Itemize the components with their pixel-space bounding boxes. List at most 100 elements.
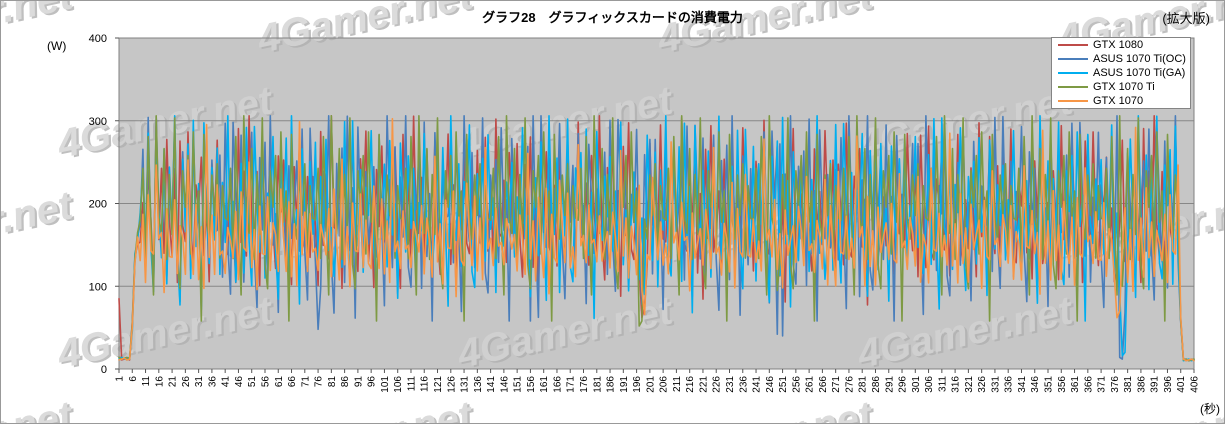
svg-text:4Gamer.net: 4Gamer.net: [1, 183, 78, 272]
svg-text:311: 311: [937, 376, 948, 392]
x-axis-unit: (秒): [1200, 402, 1220, 416]
svg-text:136: 136: [473, 376, 484, 393]
svg-text:266: 266: [818, 376, 829, 393]
svg-text:361: 361: [1070, 376, 1081, 393]
svg-text:321: 321: [964, 376, 975, 393]
svg-text:4Gamer.net: 4Gamer.net: [653, 393, 878, 424]
svg-text:176: 176: [579, 376, 590, 393]
svg-text:4Gamer.net: 4Gamer.net: [1, 393, 78, 424]
svg-text:121: 121: [433, 376, 444, 393]
svg-text:316: 316: [951, 376, 962, 393]
legend-label: ASUS 1070 Ti(OC): [1093, 53, 1186, 65]
svg-text:301: 301: [911, 376, 922, 393]
legend-item-asus-1070-ti-oc: ASUS 1070 Ti(OC): [1058, 52, 1190, 66]
svg-text:91: 91: [353, 376, 364, 388]
svg-text:406: 406: [1190, 376, 1201, 393]
svg-text:100: 100: [89, 281, 107, 293]
chart-title: グラフ28 グラフィックスカードの消費電力: [482, 10, 743, 25]
svg-text:300: 300: [89, 116, 107, 128]
svg-text:36: 36: [207, 376, 218, 388]
svg-text:4Gamer.net: 4Gamer.net: [253, 393, 478, 424]
svg-text:61: 61: [274, 376, 285, 388]
svg-text:276: 276: [844, 376, 855, 393]
svg-text:96: 96: [367, 376, 378, 388]
svg-text:241: 241: [752, 376, 763, 393]
legend-item-gtx-1080: GTX 1080: [1058, 38, 1190, 52]
svg-text:400: 400: [89, 33, 107, 45]
svg-text:161: 161: [539, 376, 550, 393]
svg-text:211: 211: [672, 376, 683, 392]
svg-text:331: 331: [990, 376, 1001, 393]
svg-text:286: 286: [871, 376, 882, 393]
svg-text:351: 351: [1044, 376, 1055, 393]
svg-text:41: 41: [221, 376, 232, 388]
svg-text:200: 200: [89, 199, 107, 211]
svg-text:256: 256: [791, 376, 802, 393]
legend-line-swatch: [1058, 86, 1088, 88]
svg-text:326: 326: [977, 376, 988, 393]
svg-text:296: 296: [898, 376, 909, 393]
svg-text:251: 251: [778, 376, 789, 393]
svg-text:291: 291: [884, 376, 895, 393]
svg-text:86: 86: [340, 376, 351, 388]
svg-text:186: 186: [606, 376, 617, 393]
svg-text:76: 76: [314, 376, 325, 388]
svg-text:306: 306: [924, 376, 935, 393]
svg-text:376: 376: [1110, 376, 1121, 393]
svg-text:81: 81: [327, 376, 338, 388]
legend-line-swatch: [1058, 58, 1088, 60]
legend-line-swatch: [1058, 44, 1088, 46]
y-axis-unit: (W): [47, 39, 67, 53]
svg-text:236: 236: [738, 376, 749, 393]
svg-text:336: 336: [1004, 376, 1015, 393]
svg-text:56: 56: [260, 376, 271, 388]
svg-text:171: 171: [566, 376, 577, 393]
svg-text:206: 206: [659, 376, 670, 393]
svg-text:166: 166: [552, 376, 563, 393]
x-axis-labels: 1 6 11 16 21 26 31 36 41 46 51 56 61 66 71 76 81 86 91 96 10…: [115, 369, 1201, 393]
svg-text:111: 111: [406, 376, 417, 392]
svg-text:281: 281: [858, 376, 869, 393]
svg-text:371: 371: [1097, 376, 1108, 393]
svg-text:11: 11: [141, 376, 152, 387]
svg-text:126: 126: [446, 376, 457, 393]
svg-text:261: 261: [805, 376, 816, 393]
legend: GTX 1080 ASUS 1070 Ti(OC) ASUS 1070 Ti(G…: [1051, 37, 1191, 109]
svg-text:271: 271: [831, 376, 842, 393]
svg-text:196: 196: [632, 376, 643, 393]
svg-text:131: 131: [460, 376, 471, 393]
svg-text:341: 341: [1017, 376, 1028, 393]
svg-text:141: 141: [486, 376, 497, 393]
series-line-gtx-1070: [118, 117, 1195, 362]
svg-text:151: 151: [513, 376, 524, 393]
svg-text:356: 356: [1057, 376, 1068, 393]
legend-line-swatch: [1058, 72, 1088, 74]
svg-text:21: 21: [168, 376, 179, 388]
zoom-note: (拡大版): [1162, 11, 1210, 26]
svg-text:156: 156: [526, 376, 537, 393]
y-axis-labels: 0 100 200 300 400: [89, 33, 119, 376]
svg-text:51: 51: [247, 376, 258, 388]
svg-text:246: 246: [765, 376, 776, 393]
legend-item-gtx-1070: GTX 1070: [1058, 94, 1190, 108]
svg-text:106: 106: [393, 376, 404, 393]
legend-item-gtx-1070-ti: GTX 1070 Ti: [1058, 80, 1190, 94]
svg-text:391: 391: [1150, 376, 1161, 393]
svg-text:381: 381: [1123, 376, 1134, 393]
svg-text:146: 146: [499, 376, 510, 393]
svg-text:26: 26: [181, 376, 192, 388]
svg-text:386: 386: [1136, 376, 1147, 393]
svg-text:366: 366: [1083, 376, 1094, 393]
svg-text:46: 46: [234, 376, 245, 388]
legend-label: GTX 1080: [1093, 39, 1144, 51]
legend-label: ASUS 1070 Ti(GA): [1093, 67, 1186, 79]
legend-line-swatch: [1058, 100, 1088, 102]
legend-label: GTX 1070 Ti: [1093, 81, 1155, 93]
svg-text:231: 231: [725, 376, 736, 393]
svg-text:191: 191: [619, 376, 630, 393]
svg-text:101: 101: [380, 376, 391, 393]
svg-text:6: 6: [128, 376, 139, 382]
svg-text:396: 396: [1163, 376, 1174, 393]
svg-text:116: 116: [420, 376, 431, 392]
